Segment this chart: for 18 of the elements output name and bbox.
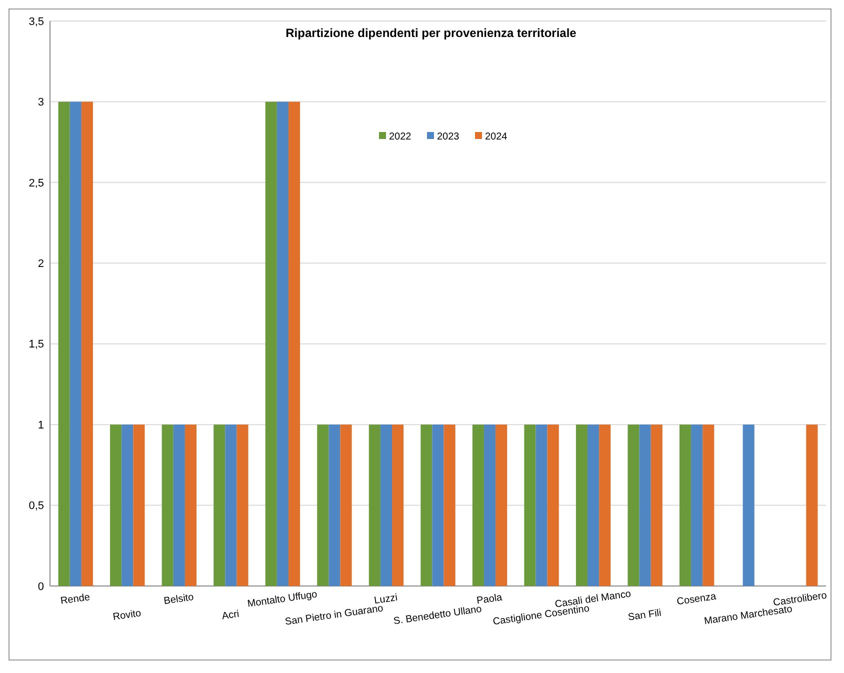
y-tick-label: 3	[38, 96, 44, 109]
x-tick-label: Belsito	[163, 592, 195, 608]
x-tick-label: Cosenza	[676, 591, 718, 608]
legend-label: 2024	[485, 132, 508, 142]
y-tick-label: 2,5	[28, 177, 44, 190]
x-tick-label: Acri	[221, 608, 240, 622]
y-tick-label: 0	[38, 580, 44, 593]
x-tick-label: Rovito	[112, 608, 142, 623]
y-tick-label: 0,5	[28, 500, 44, 512]
y-tick-label: 1	[38, 419, 44, 432]
x-tick-label: Rende	[60, 592, 92, 608]
chart-title: Ripartizione dipendenti per provenienza territoriale	[286, 26, 577, 40]
x-tick-label: San Fili	[627, 608, 662, 624]
y-tick-label: 1,5	[28, 338, 44, 351]
legend-label: 2022	[389, 132, 412, 142]
y-tick-label: 2	[38, 258, 44, 270]
legend-label: 2023	[437, 132, 460, 142]
y-tick-label: 3,5	[28, 16, 44, 28]
